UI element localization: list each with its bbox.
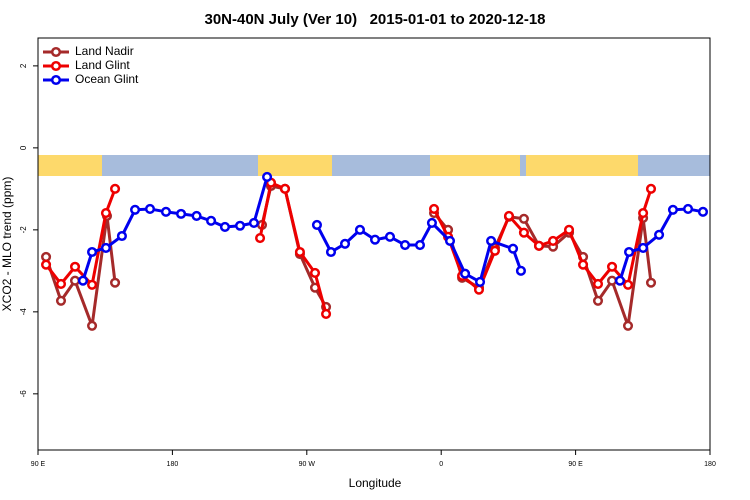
point <box>69 261 81 272</box>
y-tick-label: -2 <box>19 226 28 234</box>
point <box>87 279 98 290</box>
x-tick-label: 0 <box>439 461 443 468</box>
point <box>384 231 396 242</box>
legend-marker <box>50 60 62 72</box>
x-tick-label: 90 E <box>31 461 46 468</box>
point <box>473 284 485 295</box>
point <box>255 233 266 244</box>
y-tick-label: -4 <box>19 308 28 316</box>
point <box>116 230 127 242</box>
point <box>489 245 501 256</box>
x-tick-label: 180 <box>167 461 179 468</box>
point <box>311 219 323 230</box>
point <box>654 229 665 240</box>
point <box>41 251 52 262</box>
point <box>503 210 515 221</box>
point <box>548 235 559 246</box>
point <box>234 220 246 231</box>
point <box>400 239 411 251</box>
point <box>110 183 121 194</box>
point <box>563 224 575 235</box>
land-patch <box>430 155 520 176</box>
point <box>614 275 626 286</box>
y-axis-label: XCO2 - MLO trend (ppm) <box>0 177 14 312</box>
legend-label: Ocean Glint <box>75 72 139 86</box>
point <box>100 207 111 219</box>
point <box>518 227 529 238</box>
point <box>645 277 657 288</box>
y-tick-label: 2 <box>19 63 28 68</box>
point <box>77 275 88 286</box>
point <box>578 259 589 270</box>
point <box>41 259 52 270</box>
point <box>369 234 381 245</box>
point <box>638 242 649 253</box>
chart-title: 30N-40N July (Ver 10) 2015-01-01 to 2020… <box>204 11 545 28</box>
point <box>622 279 634 290</box>
point <box>279 183 291 194</box>
point <box>606 275 618 286</box>
point <box>638 207 649 219</box>
point <box>428 203 440 214</box>
y-tick-label: 0 <box>19 145 28 150</box>
point <box>606 261 618 272</box>
point <box>339 238 351 249</box>
x-tick-label: 90 W <box>299 461 316 468</box>
x-axis-label: Longitude <box>349 476 402 490</box>
point <box>645 183 657 194</box>
point <box>622 320 634 331</box>
point <box>474 276 486 287</box>
point <box>55 295 67 306</box>
point <box>206 215 217 226</box>
land-patch <box>526 155 638 176</box>
point <box>486 235 497 246</box>
point <box>130 204 141 215</box>
point <box>321 308 332 319</box>
point <box>87 246 98 258</box>
point <box>592 278 604 290</box>
point <box>262 171 273 183</box>
point <box>697 206 709 217</box>
point <box>682 203 694 214</box>
point <box>325 246 337 258</box>
point <box>592 295 604 306</box>
point <box>110 277 121 288</box>
legend-marker <box>50 46 62 58</box>
point <box>354 224 366 235</box>
point <box>100 242 111 253</box>
point <box>624 246 635 258</box>
point <box>87 320 98 331</box>
point <box>176 208 187 219</box>
point <box>460 268 471 279</box>
point <box>533 240 545 251</box>
land-patch <box>38 155 102 176</box>
point <box>55 278 67 290</box>
series-line <box>44 180 653 315</box>
land-patch <box>258 155 332 176</box>
plot-frame <box>37 37 711 451</box>
point <box>69 275 81 286</box>
point <box>191 210 202 221</box>
legend-label: Land Glint <box>75 58 130 72</box>
point <box>144 203 156 214</box>
point <box>294 246 305 258</box>
point <box>219 221 231 233</box>
legend-marker <box>50 74 62 86</box>
y-tick-label: -6 <box>19 390 28 398</box>
point <box>515 265 526 276</box>
x-tick-label: 180 <box>704 461 716 468</box>
point <box>518 213 529 224</box>
point <box>248 217 259 228</box>
point <box>414 239 426 251</box>
point <box>160 206 172 217</box>
point <box>444 235 456 246</box>
x-tick-label: 90 E <box>568 461 583 468</box>
point <box>309 267 321 278</box>
legend-label: Land Nadir <box>75 44 134 58</box>
point <box>426 217 437 228</box>
map-strip <box>38 155 710 176</box>
point <box>667 204 679 215</box>
point <box>507 243 519 254</box>
